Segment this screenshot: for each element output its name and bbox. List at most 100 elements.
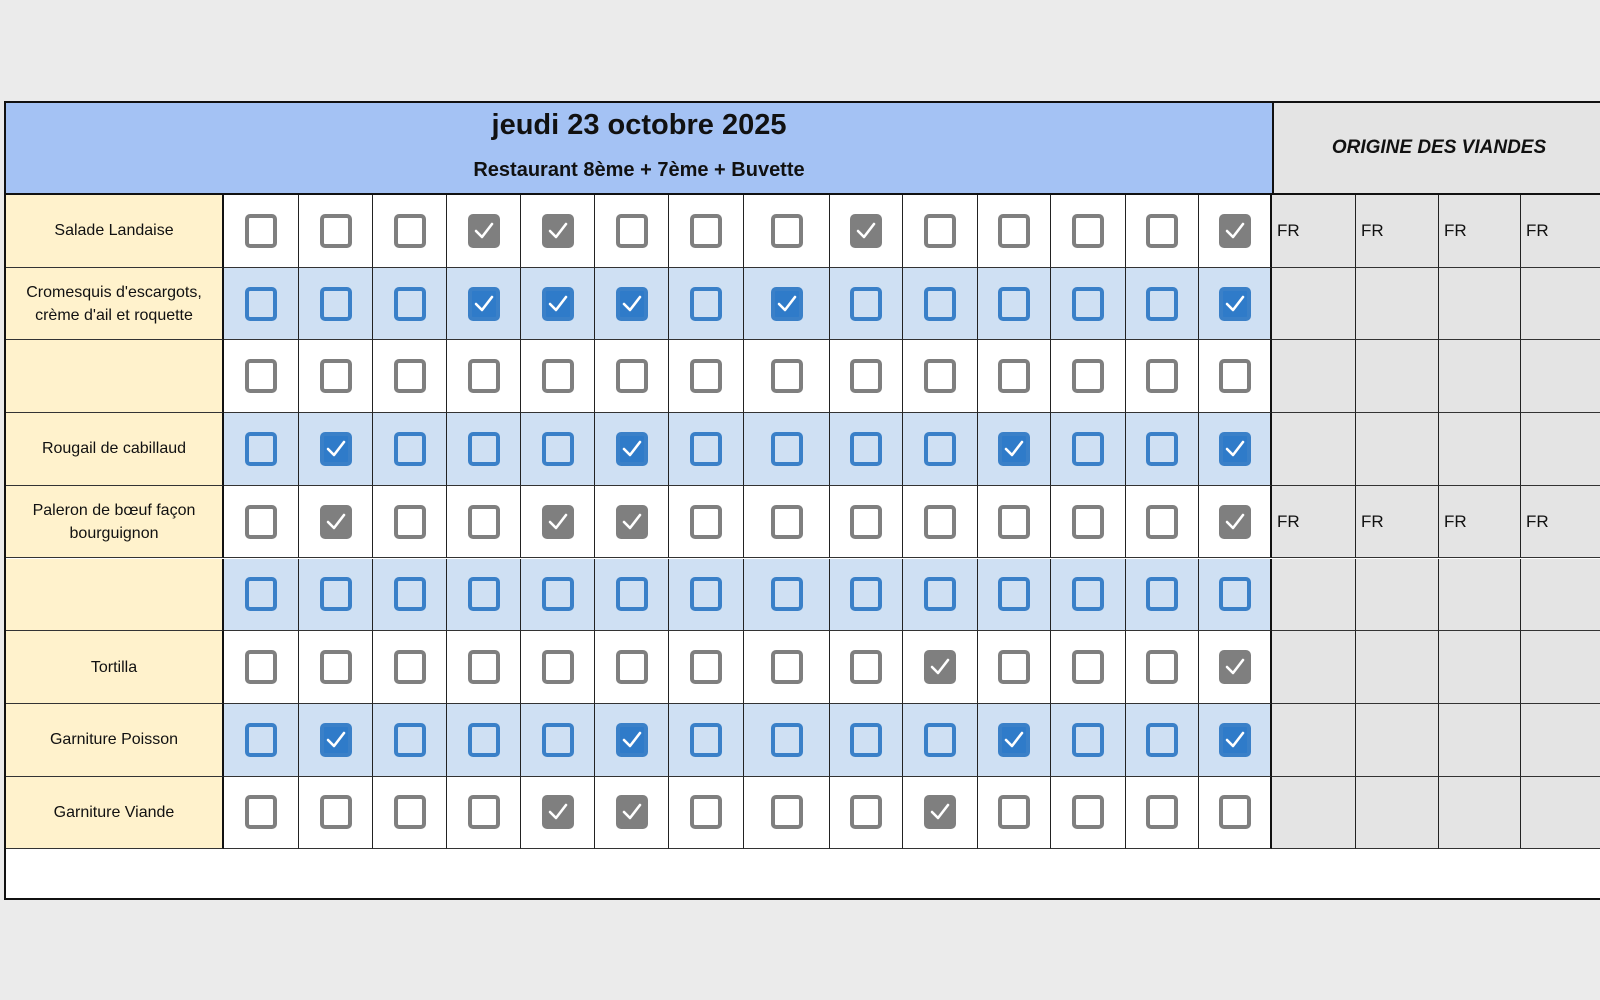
checkbox-unchecked[interactable]	[467, 650, 500, 685]
checkbox-unchecked[interactable]	[924, 722, 956, 757]
checkbox-unchecked[interactable]	[924, 286, 956, 321]
checkbox-unchecked[interactable]	[245, 359, 277, 394]
checkbox-unchecked[interactable]	[467, 359, 500, 394]
checkbox-unchecked[interactable]	[319, 577, 352, 612]
checkbox-checked[interactable]	[541, 213, 574, 248]
checkbox-unchecked[interactable]	[770, 795, 803, 830]
checkbox-unchecked[interactable]	[245, 213, 277, 248]
checkbox-unchecked[interactable]	[393, 286, 426, 321]
checkbox-unchecked[interactable]	[850, 359, 882, 394]
checkbox-unchecked[interactable]	[1218, 577, 1251, 612]
checkbox-unchecked[interactable]	[690, 359, 722, 394]
checkbox-unchecked[interactable]	[1218, 795, 1251, 830]
checkbox-unchecked[interactable]	[615, 359, 648, 394]
checkbox-unchecked[interactable]	[319, 795, 352, 830]
checkbox-checked[interactable]	[319, 722, 352, 757]
checkbox-unchecked[interactable]	[1072, 504, 1104, 539]
checkbox-unchecked[interactable]	[690, 795, 722, 830]
checkbox-unchecked[interactable]	[393, 795, 426, 830]
checkbox-checked[interactable]	[770, 286, 803, 321]
checkbox-unchecked[interactable]	[1146, 795, 1178, 830]
checkbox-checked[interactable]	[998, 722, 1030, 757]
checkbox-unchecked[interactable]	[467, 504, 500, 539]
checkbox-unchecked[interactable]	[998, 213, 1030, 248]
checkbox-unchecked[interactable]	[998, 504, 1030, 539]
checkbox-unchecked[interactable]	[770, 504, 803, 539]
checkbox-unchecked[interactable]	[690, 213, 722, 248]
checkbox-checked[interactable]	[1218, 213, 1251, 248]
checkbox-unchecked[interactable]	[541, 650, 574, 685]
checkbox-unchecked[interactable]	[850, 504, 882, 539]
checkbox-unchecked[interactable]	[850, 650, 882, 685]
checkbox-unchecked[interactable]	[998, 650, 1030, 685]
checkbox-unchecked[interactable]	[467, 431, 500, 466]
checkbox-unchecked[interactable]	[770, 650, 803, 685]
checkbox-unchecked[interactable]	[1146, 722, 1178, 757]
checkbox-checked[interactable]	[924, 650, 956, 685]
checkbox-unchecked[interactable]	[393, 359, 426, 394]
checkbox-unchecked[interactable]	[690, 577, 722, 612]
checkbox-unchecked[interactable]	[467, 577, 500, 612]
checkbox-unchecked[interactable]	[319, 359, 352, 394]
checkbox-unchecked[interactable]	[615, 577, 648, 612]
checkbox-unchecked[interactable]	[998, 795, 1030, 830]
checkbox-unchecked[interactable]	[770, 359, 803, 394]
checkbox-checked[interactable]	[615, 431, 648, 466]
checkbox-checked[interactable]	[319, 504, 352, 539]
checkbox-unchecked[interactable]	[1218, 359, 1251, 394]
checkbox-unchecked[interactable]	[1072, 577, 1104, 612]
checkbox-unchecked[interactable]	[615, 213, 648, 248]
checkbox-unchecked[interactable]	[690, 504, 722, 539]
checkbox-unchecked[interactable]	[541, 431, 574, 466]
checkbox-unchecked[interactable]	[245, 577, 277, 612]
checkbox-unchecked[interactable]	[393, 431, 426, 466]
checkbox-unchecked[interactable]	[393, 722, 426, 757]
checkbox-unchecked[interactable]	[850, 795, 882, 830]
checkbox-unchecked[interactable]	[245, 722, 277, 757]
checkbox-unchecked[interactable]	[770, 213, 803, 248]
checkbox-checked[interactable]	[850, 213, 882, 248]
checkbox-unchecked[interactable]	[924, 577, 956, 612]
checkbox-checked[interactable]	[615, 722, 648, 757]
checkbox-checked[interactable]	[1218, 650, 1251, 685]
checkbox-checked[interactable]	[541, 795, 574, 830]
checkbox-unchecked[interactable]	[770, 431, 803, 466]
checkbox-unchecked[interactable]	[393, 504, 426, 539]
checkbox-unchecked[interactable]	[319, 286, 352, 321]
checkbox-unchecked[interactable]	[1146, 286, 1178, 321]
checkbox-unchecked[interactable]	[690, 722, 722, 757]
checkbox-unchecked[interactable]	[393, 650, 426, 685]
checkbox-unchecked[interactable]	[245, 650, 277, 685]
checkbox-checked[interactable]	[467, 286, 500, 321]
checkbox-unchecked[interactable]	[245, 431, 277, 466]
checkbox-unchecked[interactable]	[690, 286, 722, 321]
checkbox-unchecked[interactable]	[1072, 650, 1104, 685]
checkbox-unchecked[interactable]	[1072, 722, 1104, 757]
checkbox-unchecked[interactable]	[770, 722, 803, 757]
checkbox-unchecked[interactable]	[850, 722, 882, 757]
checkbox-unchecked[interactable]	[924, 431, 956, 466]
checkbox-unchecked[interactable]	[245, 504, 277, 539]
checkbox-unchecked[interactable]	[924, 213, 956, 248]
checkbox-unchecked[interactable]	[1146, 359, 1178, 394]
checkbox-unchecked[interactable]	[245, 795, 277, 830]
checkbox-unchecked[interactable]	[850, 577, 882, 612]
checkbox-checked[interactable]	[924, 795, 956, 830]
checkbox-unchecked[interactable]	[998, 286, 1030, 321]
checkbox-unchecked[interactable]	[1072, 213, 1104, 248]
checkbox-unchecked[interactable]	[998, 577, 1030, 612]
checkbox-checked[interactable]	[998, 431, 1030, 466]
checkbox-checked[interactable]	[1218, 722, 1251, 757]
checkbox-unchecked[interactable]	[850, 431, 882, 466]
checkbox-unchecked[interactable]	[1146, 213, 1178, 248]
checkbox-unchecked[interactable]	[1072, 286, 1104, 321]
checkbox-unchecked[interactable]	[1072, 431, 1104, 466]
checkbox-unchecked[interactable]	[467, 795, 500, 830]
checkbox-checked[interactable]	[1218, 286, 1251, 321]
checkbox-unchecked[interactable]	[850, 286, 882, 321]
checkbox-checked[interactable]	[1218, 504, 1251, 539]
checkbox-unchecked[interactable]	[1072, 359, 1104, 394]
checkbox-unchecked[interactable]	[319, 213, 352, 248]
checkbox-unchecked[interactable]	[998, 359, 1030, 394]
checkbox-unchecked[interactable]	[770, 577, 803, 612]
